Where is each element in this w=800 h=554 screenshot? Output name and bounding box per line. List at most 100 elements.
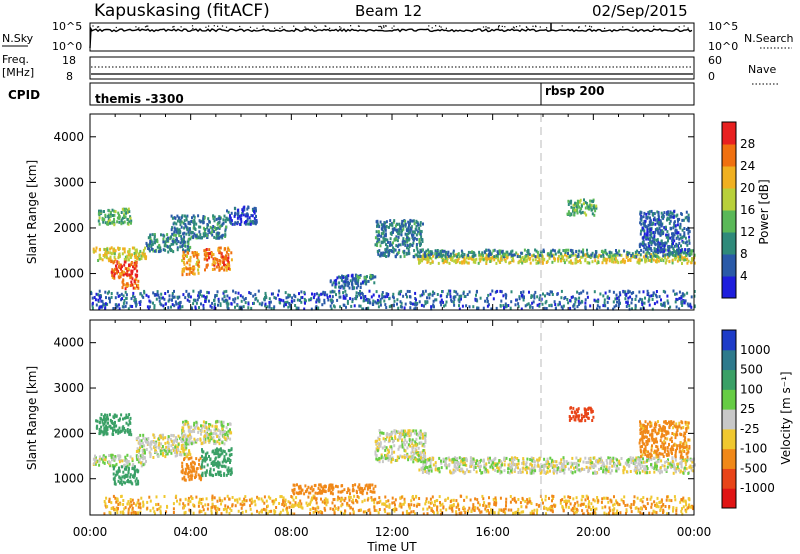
range-gate-cell	[401, 219, 404, 223]
range-gate-cell	[176, 219, 179, 223]
range-gate-cell	[212, 463, 215, 467]
range-gate-cell	[117, 430, 120, 434]
range-gate-cell	[214, 448, 217, 452]
range-gate-cell	[97, 259, 100, 262]
range-gate-cell	[638, 251, 641, 254]
range-gate-cell	[220, 464, 223, 468]
range-gate-cell	[162, 437, 165, 441]
range-gate-cell	[135, 450, 138, 453]
range-gate-cell	[310, 297, 313, 301]
range-gate-cell	[380, 431, 383, 435]
range-gate-cell	[155, 440, 158, 444]
range-gate-cell	[676, 223, 679, 227]
range-gate-cell	[434, 298, 437, 302]
range-gate-cell	[113, 272, 116, 276]
range-gate-cell	[627, 251, 630, 255]
range-gate-cell	[201, 471, 204, 475]
range-gate-cell	[217, 452, 220, 456]
range-gate-cell	[672, 210, 675, 214]
range-gate-cell	[105, 296, 107, 300]
range-gate-cell	[198, 462, 200, 466]
range-gate-cell	[673, 224, 676, 228]
range-gate-cell	[590, 203, 593, 207]
range-gate-cell	[447, 289, 450, 293]
range-gate-cell	[411, 429, 414, 433]
range-gate-cell	[384, 303, 387, 307]
range-gate-cell	[315, 300, 318, 304]
range-gate-cell	[226, 436, 229, 440]
range-gate-cell	[669, 219, 672, 223]
range-gate-cell	[382, 240, 385, 244]
range-gate-cell	[189, 453, 192, 457]
range-gate-cell	[656, 227, 659, 231]
range-gate-cell	[218, 463, 221, 467]
range-gate-cell	[112, 429, 114, 433]
range-gate-cell	[384, 225, 386, 229]
range-gate-cell	[221, 297, 224, 301]
range-gate-cell	[422, 256, 425, 260]
range-gate-cell	[537, 255, 540, 259]
nsearch-point	[604, 27, 606, 29]
range-gate-cell	[378, 456, 381, 460]
range-gate-cell	[212, 216, 215, 220]
range-gate-cell	[660, 224, 663, 228]
range-gate-cell	[157, 454, 159, 458]
range-gate-cell	[229, 428, 231, 432]
range-gate-cell	[387, 458, 390, 462]
range-gate-cell	[658, 249, 661, 253]
range-gate-cell	[408, 429, 411, 433]
nsearch-point	[98, 26, 100, 28]
range-gate-cell	[304, 301, 306, 305]
range-gate-cell	[145, 241, 148, 245]
range-gate-cell	[636, 249, 639, 253]
range-gate-cell	[673, 250, 676, 254]
range-gate-cell	[557, 254, 560, 258]
range-gate-cell	[374, 275, 377, 279]
range-gate-cell	[380, 234, 383, 238]
range-gate-cell	[380, 251, 383, 255]
range-gate-cell	[313, 292, 316, 296]
range-gate-cell	[660, 242, 663, 246]
range-gate-cell	[218, 246, 221, 250]
nsearch-point	[526, 26, 528, 28]
colorbar-tick-label: 24	[740, 159, 755, 173]
range-gate-cell	[350, 304, 353, 308]
range-gate-cell	[120, 267, 122, 271]
range-gate-cell	[248, 291, 251, 295]
range-gate-cell	[187, 453, 190, 457]
range-gate-cell	[406, 455, 408, 459]
range-gate-cell	[504, 260, 507, 264]
range-gate-cell	[583, 211, 586, 215]
nsearch-point	[172, 26, 174, 28]
range-gate-cell	[151, 233, 154, 237]
range-gate-cell	[406, 240, 409, 244]
range-gate-cell	[192, 302, 195, 306]
range-gate-cell	[144, 255, 147, 258]
nsearch-point	[339, 26, 341, 28]
range-gate-cell	[411, 438, 414, 442]
range-gate-cell	[374, 243, 377, 247]
range-gate-cell	[112, 270, 115, 274]
range-gate-cell	[677, 219, 679, 223]
range-gate-cell	[418, 232, 421, 236]
range-gate-cell	[669, 236, 672, 240]
range-gate-cell	[656, 254, 659, 258]
range-gate-cell	[396, 458, 399, 462]
range-gate-cell	[131, 246, 134, 250]
range-gate-cell	[659, 219, 662, 223]
range-gate-cell	[286, 300, 289, 304]
range-gate-cell	[170, 305, 172, 309]
nsearch-point	[304, 26, 306, 28]
range-gate-cell	[376, 439, 379, 443]
range-gate-cell	[531, 301, 534, 305]
range-gate-cell	[203, 465, 206, 469]
range-gate-cell	[113, 255, 116, 259]
range-gate-cell	[133, 465, 136, 469]
range-gate-cell	[684, 236, 687, 240]
range-gate-cell	[382, 437, 385, 441]
range-gate-cell	[538, 304, 541, 308]
range-gate-cell	[118, 213, 120, 217]
range-gate-cell	[122, 301, 125, 305]
range-gate-cell	[505, 296, 507, 300]
range-gate-cell	[384, 232, 387, 236]
